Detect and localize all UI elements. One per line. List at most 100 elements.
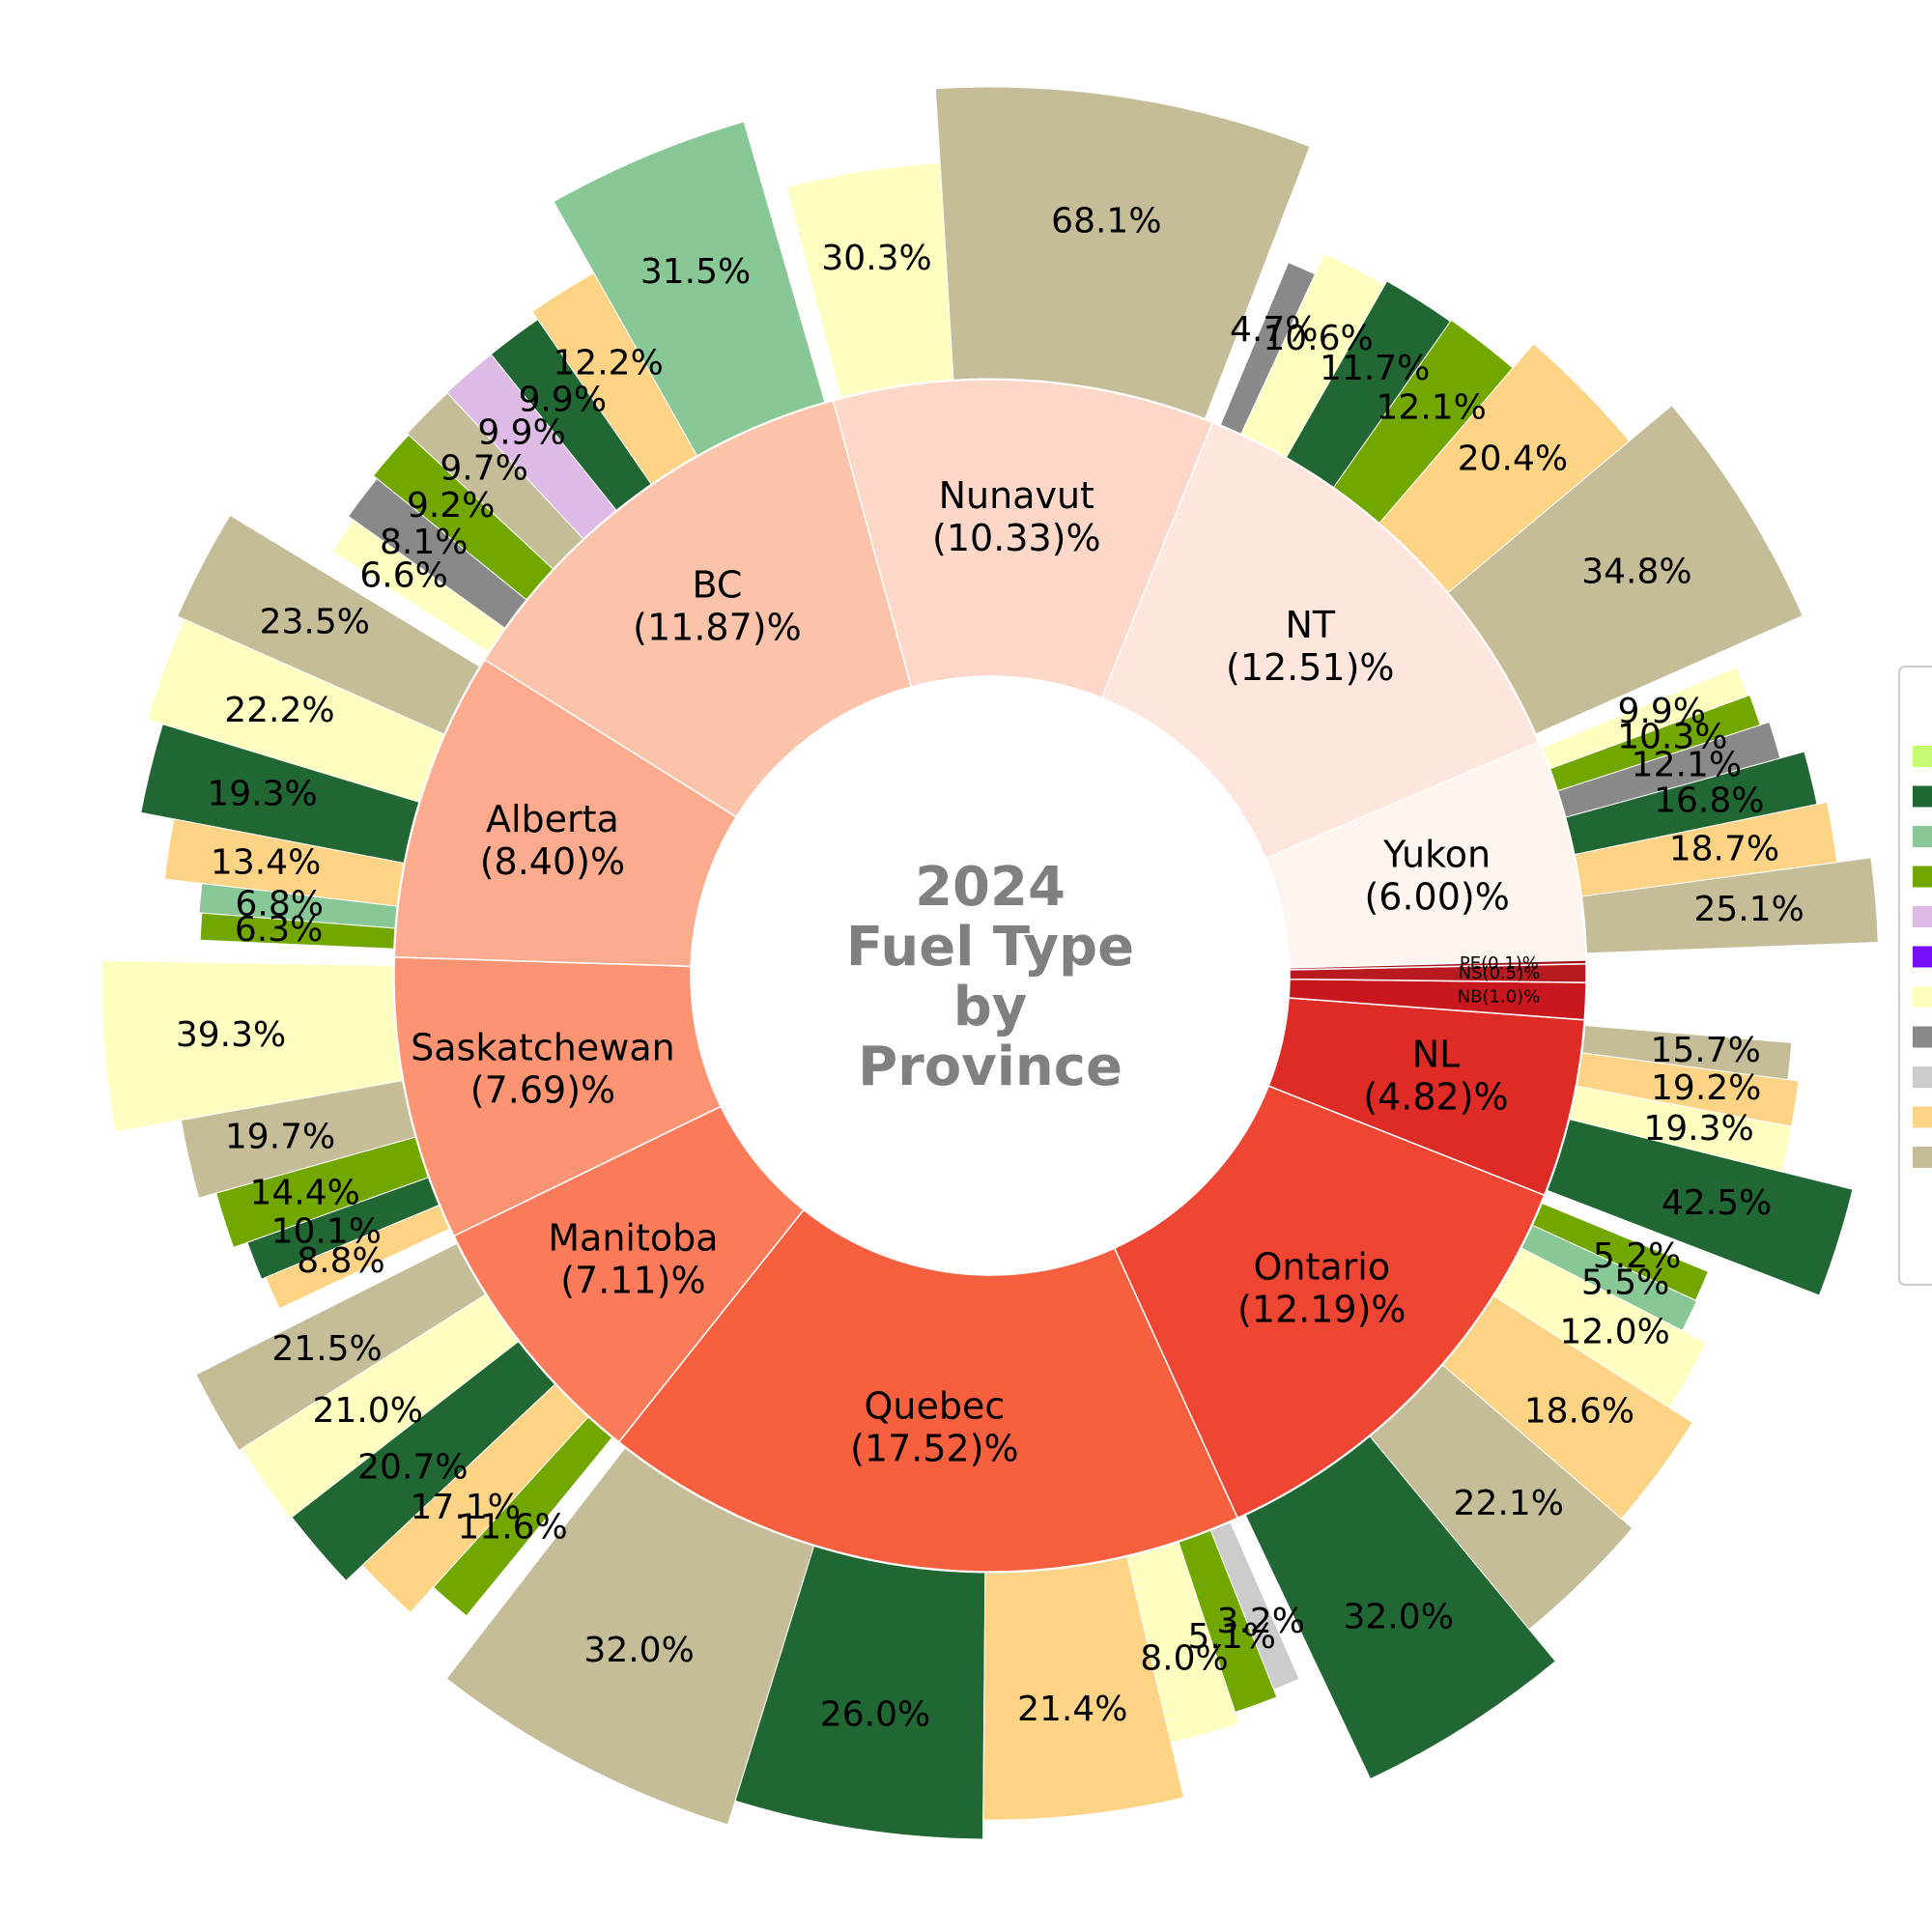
province-label-ns: NS(0.5)% (1459, 963, 1541, 983)
segment-label-saskatchewan-1: 19.7% (225, 1117, 335, 1156)
segment-label-quebec-2: 21.4% (1017, 1690, 1127, 1729)
outer-ring (100, 86, 1879, 1840)
province-wedge-ontario (1113, 1085, 1546, 1520)
segment-label-ontario-3: 12.0% (1559, 1312, 1669, 1351)
segment-label-bc-1: 12.2% (553, 343, 663, 383)
province-label-manitoba: Manitoba (7.11)% (548, 1216, 718, 1301)
segment-label-ontario-1: 22.1% (1454, 1484, 1564, 1523)
fuel-segment-quebec-5 (1209, 1521, 1300, 1690)
fuel-segment-bc-0 (553, 121, 826, 457)
fuel-segment-alberta-5 (199, 912, 396, 950)
legend-swatch-4 (1913, 906, 1932, 927)
segment-label-nl-2: 19.2% (1651, 1068, 1761, 1108)
segment-label-yukon-5: 9.9% (1618, 692, 1706, 731)
province-label-bc: BC (11.87)% (633, 564, 802, 649)
fuel-segment-quebec-0 (445, 1447, 815, 1826)
province-wedge-pe (1289, 959, 1587, 971)
fuel-segment-nt-0 (1447, 404, 1804, 735)
segment-label-quebec-4: 5.1% (1188, 1617, 1276, 1657)
segment-label-ontario-4: 5.5% (1581, 1264, 1669, 1303)
labels-layer: 25.1%18.7%16.8%12.1%10.3%9.9%34.8%20.4%1… (176, 202, 1804, 1735)
segment-label-ontario-5: 5.2% (1593, 1236, 1681, 1276)
fuel-segment-yukon-5 (1541, 667, 1748, 770)
fuel-segment-ontario-5 (1531, 1202, 1710, 1301)
legend (1898, 666, 1932, 1286)
segment-label-nl-0: 42.5% (1662, 1183, 1772, 1223)
segment-label-quebec-3: 8.0% (1140, 1639, 1228, 1679)
segment-label-ontario-2: 18.6% (1524, 1392, 1634, 1432)
segment-label-saskatchewan-4: 8.8% (297, 1241, 384, 1281)
segment-label-saskatchewan-3: 10.1% (271, 1211, 382, 1251)
segment-label-nunavut-0: 68.1% (1051, 202, 1161, 242)
segment-label-bc-3: 9.9% (477, 413, 565, 453)
fuel-segment-saskatchewan-0 (100, 959, 404, 1133)
province-wedge-nunavut (832, 379, 1214, 699)
segment-label-alberta-2: 19.3% (207, 775, 317, 814)
segment-label-bc-5: 9.2% (407, 486, 495, 526)
province-label-nt: NT (12.51)% (1226, 604, 1395, 689)
legend-swatch-1 (1913, 785, 1932, 808)
fuel-segment-nunavut-1 (785, 161, 954, 399)
fuel-segment-bc-7 (330, 519, 506, 653)
legend-swatch-5 (1913, 946, 1932, 968)
segment-label-nt-3: 11.7% (1320, 349, 1430, 388)
segment-label-alberta-5: 6.3% (235, 910, 323, 950)
segment-label-ontario-0: 32.0% (1344, 1598, 1454, 1637)
segment-label-alberta-0: 23.5% (260, 603, 370, 642)
segment-label-nt-1: 20.4% (1458, 439, 1568, 478)
fuel-segment-saskatchewan-4 (265, 1204, 451, 1310)
segment-label-nl-1: 19.3% (1643, 1109, 1753, 1149)
legend-swatch-10 (1913, 1147, 1932, 1168)
inner-ring (393, 379, 1587, 1573)
province-label-alberta: Alberta (8.40)% (480, 798, 625, 883)
segment-label-nt-4: 10.6% (1263, 319, 1373, 358)
legend-swatch-7 (1913, 1026, 1932, 1048)
segment-label-nl-3: 15.7% (1650, 1031, 1760, 1070)
fuel-segment-nl-3 (1581, 1024, 1793, 1081)
fuel-segment-nunavut-0 (934, 86, 1311, 420)
fuel-segment-manitoba-4 (432, 1416, 613, 1617)
segment-label-quebec-0: 32.0% (583, 1631, 694, 1670)
segment-label-alberta-4: 6.8% (236, 885, 324, 924)
segment-label-nt-5: 4.7% (1230, 310, 1318, 350)
segment-label-manitoba-2: 20.7% (357, 1447, 468, 1487)
province-wedge-nt (1100, 421, 1540, 860)
segment-label-manitoba-3: 17.1% (411, 1488, 521, 1527)
legend-swatch-8 (1913, 1066, 1932, 1088)
province-label-saskatchewan: Saskatchewan (7.69)% (411, 1026, 675, 1111)
segment-label-quebec-1: 26.0% (820, 1694, 930, 1734)
segment-label-manitoba-4: 11.6% (457, 1508, 567, 1548)
legend-swatch-0 (1913, 746, 1932, 767)
province-label-ontario: Ontario (12.19)% (1237, 1246, 1406, 1331)
legend-swatch-2 (1913, 826, 1932, 847)
legend-swatch-9 (1913, 1106, 1932, 1128)
segment-label-yukon-4: 10.3% (1617, 718, 1727, 757)
segment-label-yukon-0: 25.1% (1693, 890, 1804, 929)
segment-label-saskatchewan-2: 14.4% (250, 1174, 360, 1213)
segment-label-nunavut-1: 30.3% (821, 239, 931, 278)
legend-swatch-6 (1913, 986, 1932, 1008)
segment-label-yukon-2: 16.8% (1654, 781, 1764, 821)
fuel-segment-quebec-1 (734, 1545, 986, 1840)
fuel-segment-nt-5 (1219, 262, 1317, 435)
province-label-yukon: Yukon (6.00)% (1364, 834, 1509, 919)
fuel-segment-ontario-0 (1244, 1435, 1556, 1780)
segment-label-bc-6: 8.1% (380, 523, 468, 562)
province-label-nl: NL (4.82)% (1363, 1033, 1508, 1118)
province-label-nb: NB(1.0)% (1458, 987, 1541, 1008)
province-wedge-bc (483, 399, 913, 818)
segment-label-bc-0: 31.5% (640, 252, 751, 292)
center-title-text: 2024 Fuel Type by Province (846, 856, 1134, 1098)
segment-label-yukon-3: 12.1% (1632, 746, 1742, 785)
segment-label-nt-2: 12.1% (1377, 387, 1487, 427)
segment-label-yukon-1: 18.7% (1669, 829, 1779, 868)
segment-label-manitoba-1: 21.0% (313, 1391, 423, 1431)
segment-label-bc-2: 9.9% (519, 381, 607, 420)
segment-label-bc-7: 6.6% (359, 556, 447, 596)
chart-title: 2024 Fuel Type by Province (846, 856, 1134, 1098)
segment-label-manitoba-0: 21.5% (271, 1329, 382, 1369)
segment-label-nt-0: 34.8% (1581, 552, 1691, 591)
segment-label-saskatchewan-0: 39.3% (176, 1015, 286, 1055)
province-label-quebec: Quebec (17.52)% (850, 1384, 1019, 1469)
